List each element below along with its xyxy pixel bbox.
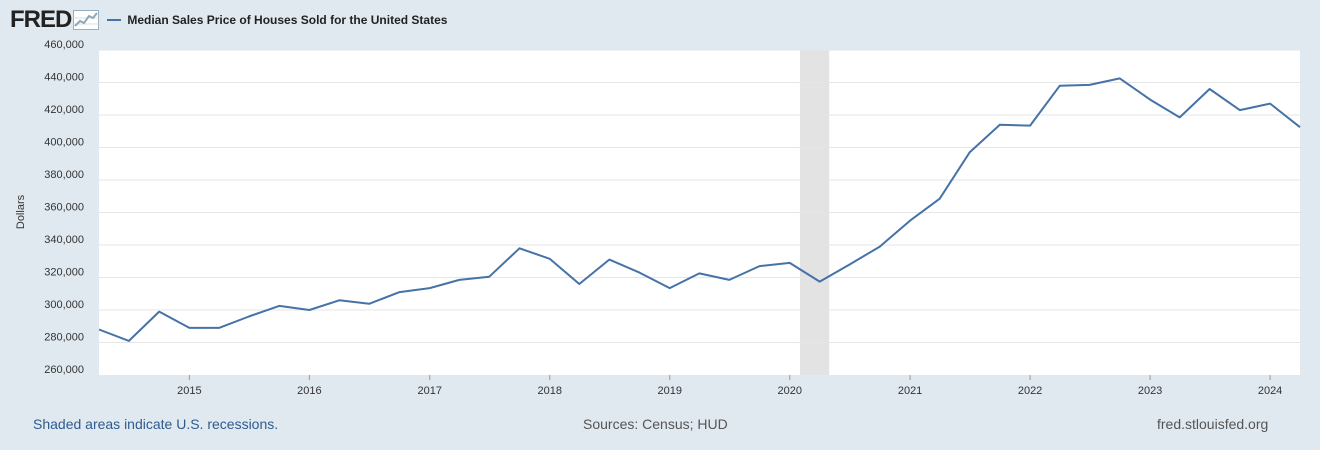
data-point[interactable] <box>547 256 553 262</box>
x-tick-label: 2020 <box>778 385 802 397</box>
data-point[interactable] <box>336 297 342 303</box>
x-tick-label: 2023 <box>1138 385 1162 397</box>
x-tick-label: 2015 <box>177 385 201 397</box>
legend-swatch <box>107 19 122 21</box>
chart-header: FRED Median Sales Price of Houses Sold f… <box>10 5 447 35</box>
data-point[interactable] <box>456 277 462 283</box>
data-point[interactable] <box>216 325 222 331</box>
data-point[interactable] <box>787 260 793 266</box>
data-point[interactable] <box>847 262 853 268</box>
x-axis-ticks: 2015 2016 2017 2018 2019 2020 2021 2022 2023 2024 <box>177 375 1282 397</box>
y-axis-label: Dollars <box>15 194 27 229</box>
data-point[interactable] <box>1027 123 1033 129</box>
y-tick-label: 300,000 <box>44 299 84 311</box>
data-point[interactable] <box>877 244 883 250</box>
legend-label: Median Sales Price of Houses Sold for th… <box>127 13 448 27</box>
x-tick-label: 2017 <box>418 385 442 397</box>
data-point[interactable] <box>1297 124 1303 130</box>
data-point[interactable] <box>276 303 282 309</box>
y-tick-label: 440,000 <box>44 72 84 84</box>
x-tick-label: 2022 <box>1018 385 1042 397</box>
y-tick-label: 320,000 <box>44 267 84 279</box>
data-point[interactable] <box>636 270 642 276</box>
data-point[interactable] <box>817 279 823 285</box>
data-point[interactable] <box>306 307 312 313</box>
data-point[interactable] <box>96 327 102 333</box>
data-point[interactable] <box>1267 101 1273 107</box>
series-line[interactable] <box>98 77 1301 342</box>
site-link[interactable]: fred.stlouisfed.org <box>1157 416 1269 432</box>
recession-note[interactable]: Shaded areas indicate U.S. recessions. <box>33 416 279 432</box>
x-tick-label: 2016 <box>297 385 321 397</box>
data-point[interactable] <box>1207 86 1213 92</box>
fred-graph-icon <box>73 10 100 30</box>
data-point[interactable] <box>576 281 582 287</box>
data-point[interactable] <box>396 289 402 295</box>
data-point[interactable] <box>126 338 132 344</box>
data-point[interactable] <box>1237 107 1243 113</box>
data-point[interactable] <box>246 314 252 320</box>
y-axis-ticks: 260,000 280,000 300,000 320,000 340,000 360,0… <box>44 39 84 376</box>
x-tick-label: 2024 <box>1258 385 1282 397</box>
fred-logo[interactable]: FRED <box>10 6 72 33</box>
sources-text: Sources: Census; HUD <box>583 416 728 432</box>
data-point[interactable] <box>696 270 702 276</box>
y-tick-label: 340,000 <box>44 234 84 246</box>
y-tick-label: 280,000 <box>44 332 84 344</box>
y-tick-label: 420,000 <box>44 104 84 116</box>
data-point[interactable] <box>486 274 492 280</box>
y-tick-label: 260,000 <box>44 364 84 376</box>
gridlines <box>99 49 1300 343</box>
data-point[interactable] <box>186 325 192 331</box>
x-tick-label: 2019 <box>658 385 682 397</box>
data-point[interactable] <box>997 122 1003 128</box>
data-point[interactable] <box>967 149 973 155</box>
data-point[interactable] <box>1087 82 1093 88</box>
data-point[interactable] <box>156 309 162 315</box>
data-point[interactable] <box>1057 83 1063 89</box>
data-point[interactable] <box>757 263 763 269</box>
data-point[interactable] <box>937 196 943 202</box>
y-tick-label: 380,000 <box>44 169 84 181</box>
data-point[interactable] <box>726 277 732 283</box>
data-point[interactable] <box>366 301 372 307</box>
x-tick-label: 2018 <box>538 385 562 397</box>
data-point[interactable] <box>667 285 673 291</box>
data-point[interactable] <box>1147 97 1153 103</box>
data-point[interactable] <box>1177 114 1183 120</box>
series-layer <box>96 75 1303 344</box>
data-point[interactable] <box>907 218 913 224</box>
data-point[interactable] <box>606 257 612 263</box>
y-tick-label: 460,000 <box>44 39 84 51</box>
x-tick-label: 2021 <box>898 385 922 397</box>
y-tick-label: 400,000 <box>44 137 84 149</box>
data-point[interactable] <box>516 245 522 251</box>
y-tick-label: 360,000 <box>44 202 84 214</box>
data-point[interactable] <box>427 285 433 291</box>
data-point[interactable] <box>1117 75 1123 81</box>
line-chart: 260,000 280,000 300,000 320,000 340,000 360,0… <box>15 39 1303 397</box>
